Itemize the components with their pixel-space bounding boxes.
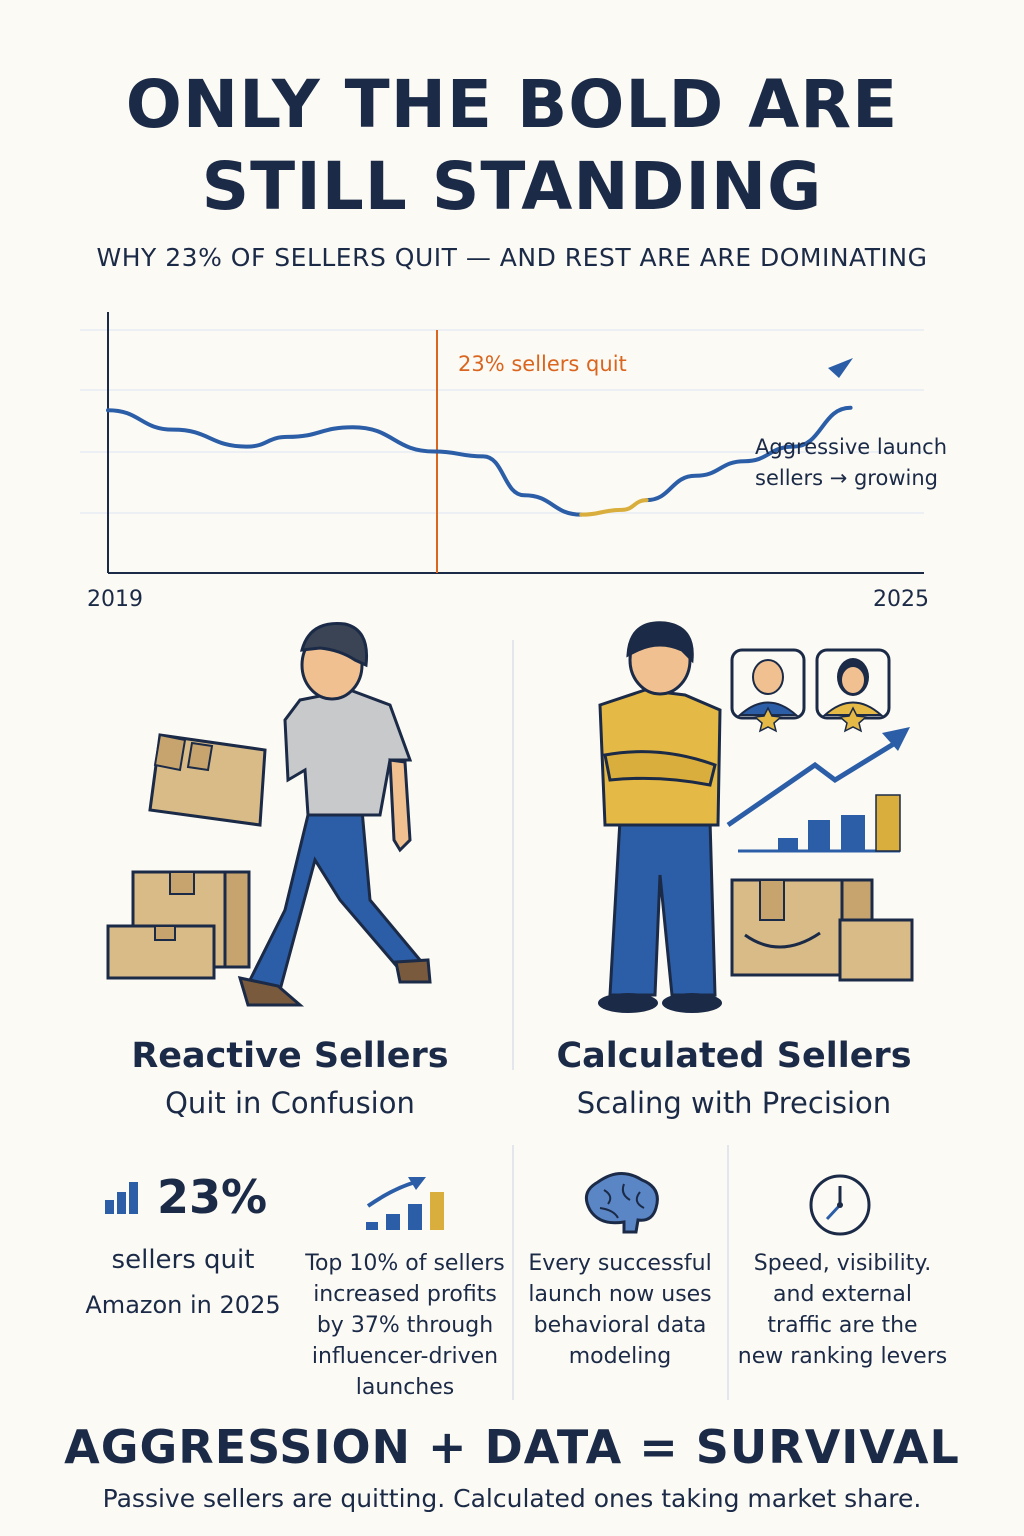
stat-influencer-line: influencer-driven bbox=[311, 1344, 499, 1369]
growth-chart-icon bbox=[366, 1177, 444, 1230]
series-line-highlight bbox=[579, 498, 649, 517]
stat-quit-percent: 23% bbox=[157, 1170, 268, 1224]
stat-behavioral-line: behavioral data bbox=[533, 1313, 707, 1338]
calculated-sellers-title: Calculated Sellers bbox=[556, 1036, 912, 1076]
influencer-avatar-2 bbox=[815, 648, 891, 733]
calculated-seller-illustration bbox=[598, 621, 914, 1013]
growth-annotation: Aggressive launch sellers → growing bbox=[755, 432, 947, 494]
stat-quit-line2: Amazon in 2025 bbox=[85, 1291, 281, 1319]
stat-influencer-line: launches bbox=[355, 1375, 455, 1400]
reactive-seller-illustration bbox=[106, 622, 432, 1007]
section-divider bbox=[512, 640, 514, 1070]
page-title: ONLY THE BOLD ARE STILL STANDING bbox=[0, 64, 1024, 228]
person-walking bbox=[237, 622, 432, 1007]
stat-ranking-line: Speed, visibility. bbox=[753, 1251, 932, 1276]
carried-box-icon bbox=[148, 733, 267, 827]
growth-bars-icon bbox=[726, 727, 910, 853]
footer-title: AGGRESSION + DATA = SURVIVAL bbox=[64, 1420, 960, 1474]
bar-chart-icon bbox=[105, 1182, 138, 1214]
title-line-1: ONLY THE BOLD ARE bbox=[125, 66, 899, 143]
series-line-main bbox=[106, 405, 853, 517]
quit-marker-label: 23% sellers quit bbox=[458, 352, 627, 376]
reactive-sellers-title: Reactive Sellers bbox=[131, 1036, 449, 1076]
influencer-avatar-1 bbox=[730, 648, 806, 733]
stat-quit-line1: sellers quit bbox=[111, 1245, 255, 1275]
calculated-sellers-subtitle: Scaling with Precision bbox=[576, 1086, 892, 1120]
stat-behavioral-line: launch now uses bbox=[528, 1282, 712, 1307]
stat-influencer-line: by 37% through bbox=[316, 1313, 494, 1338]
growth-annotation-line1: Aggressive launch bbox=[755, 435, 948, 459]
stat-divider bbox=[727, 1145, 729, 1400]
reactive-sellers-subtitle: Quit in Confusion bbox=[165, 1086, 415, 1120]
brain-icon bbox=[584, 1172, 659, 1234]
stat-influencer-text: Top 10% of sellers increased profits by … bbox=[300, 1248, 510, 1403]
x-axis-start-label: 2019 bbox=[87, 587, 143, 612]
stacked-boxes-icon bbox=[106, 870, 251, 980]
title-line-2: STILL STANDING bbox=[201, 148, 823, 225]
footer-subtitle: Passive sellers are quitting. Calculated… bbox=[102, 1484, 922, 1513]
clock-icon bbox=[809, 1174, 871, 1236]
stat-behavioral-line: modeling bbox=[568, 1344, 672, 1369]
growth-annotation-line2: sellers → growing bbox=[755, 466, 938, 490]
stat-ranking-text: Speed, visibility. and external traffic … bbox=[735, 1248, 950, 1372]
stat-ranking-line: traffic are the bbox=[767, 1313, 918, 1338]
stat-influencer-line: Top 10% of sellers bbox=[305, 1251, 505, 1276]
x-axis-end-label: 2025 bbox=[873, 587, 929, 612]
stat-behavioral-text: Every successful launch now uses behavio… bbox=[522, 1248, 718, 1372]
stat-ranking-line: new ranking levers bbox=[737, 1344, 948, 1369]
person-confident bbox=[598, 621, 722, 1013]
amazon-boxes-icon bbox=[730, 878, 914, 982]
stat-influencer-line: increased profits bbox=[313, 1282, 497, 1307]
trend-arrowhead bbox=[828, 358, 853, 378]
trend-chart bbox=[80, 312, 924, 574]
stat-ranking-line: and external bbox=[773, 1282, 912, 1307]
page-subtitle: WHY 23% OF SELLERS QUIT — AND REST ARE A… bbox=[96, 243, 928, 272]
stat-divider bbox=[512, 1145, 514, 1400]
stat-behavioral-line: Every successful bbox=[528, 1251, 712, 1276]
